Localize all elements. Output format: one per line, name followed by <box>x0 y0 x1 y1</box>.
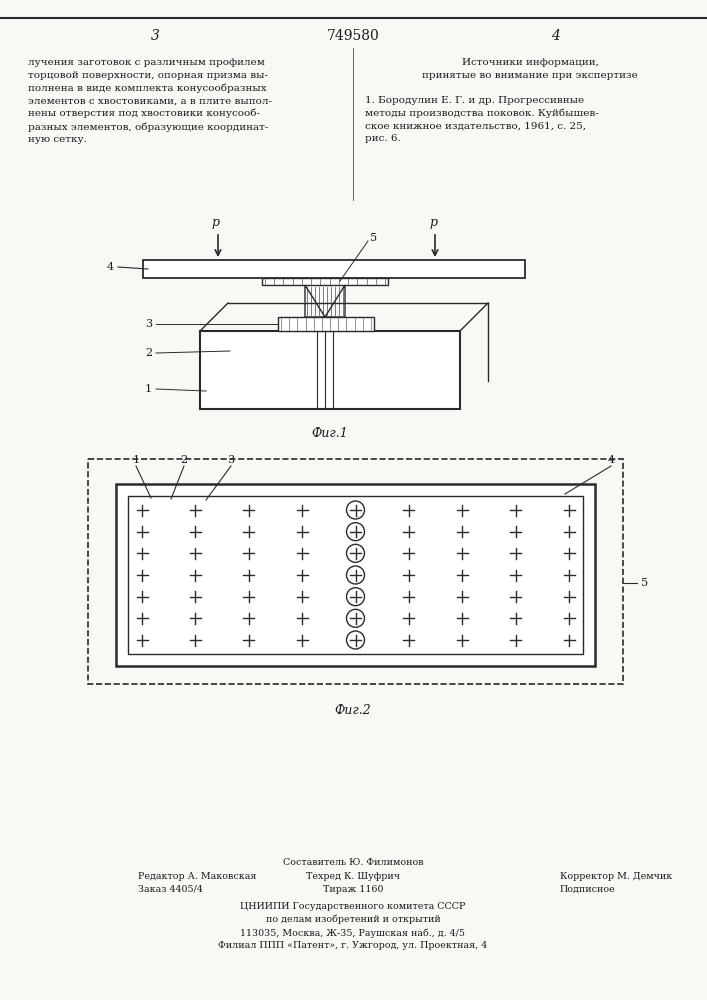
Text: 1: 1 <box>132 455 139 465</box>
Bar <box>143 260 525 278</box>
Bar <box>128 496 583 654</box>
Text: 4: 4 <box>107 262 114 272</box>
Text: Заказ 4405/4: Заказ 4405/4 <box>138 885 203 894</box>
Text: Составитель Ю. Филимонов: Составитель Ю. Филимонов <box>283 858 423 867</box>
Text: 1. Бородулин Е. Г. и др. Прогрессивные
методы производства поковок. Куйбышев-
ск: 1. Бородулин Е. Г. и др. Прогрессивные м… <box>365 96 599 143</box>
Text: 3: 3 <box>151 29 160 43</box>
Text: 4: 4 <box>551 29 559 43</box>
Text: Источники информации,
принятые во внимание при экспертизе: Источники информации, принятые во вниман… <box>422 58 638 80</box>
Text: Техред К. Шуфрич: Техред К. Шуфрич <box>306 872 400 881</box>
Text: Филиал ППП «Патент», г. Ужгород, ул. Проектная, 4: Филиал ППП «Патент», г. Ужгород, ул. Про… <box>218 941 488 950</box>
Bar <box>200 331 460 409</box>
Text: Корректор М. Демчик: Корректор М. Демчик <box>560 872 672 881</box>
Text: Подписное: Подписное <box>560 885 616 894</box>
Text: 5: 5 <box>370 233 377 243</box>
Bar <box>278 317 374 331</box>
Text: 3: 3 <box>145 319 152 329</box>
Text: Редактор А. Маковская: Редактор А. Маковская <box>138 872 257 881</box>
Text: Фиг.1: Фиг.1 <box>312 427 349 440</box>
Bar <box>88 459 623 684</box>
Text: 2: 2 <box>180 455 187 465</box>
Text: лучения заготовок с различным профилем
торцовой поверхности, опорная призма вы-
: лучения заготовок с различным профилем т… <box>28 58 272 144</box>
Text: 4: 4 <box>607 455 614 465</box>
Text: 1: 1 <box>145 384 152 394</box>
Text: Тираж 1160: Тираж 1160 <box>323 885 383 894</box>
Text: 3: 3 <box>228 455 235 465</box>
Text: 113035, Москва, Ж-35, Раушская наб., д. 4/5: 113035, Москва, Ж-35, Раушская наб., д. … <box>240 928 465 938</box>
Text: р: р <box>211 216 219 229</box>
Text: по делам изобретений и открытий: по делам изобретений и открытий <box>266 915 440 924</box>
Text: 2: 2 <box>145 348 152 358</box>
Text: 5: 5 <box>641 578 648 588</box>
Bar <box>262 278 388 285</box>
Text: Фиг.2: Фиг.2 <box>334 704 371 717</box>
Text: р: р <box>429 216 437 229</box>
Bar <box>116 484 595 666</box>
Text: 749580: 749580 <box>327 29 380 43</box>
Text: ЦНИИПИ Государственного комитета СССР: ЦНИИПИ Государственного комитета СССР <box>240 902 466 911</box>
